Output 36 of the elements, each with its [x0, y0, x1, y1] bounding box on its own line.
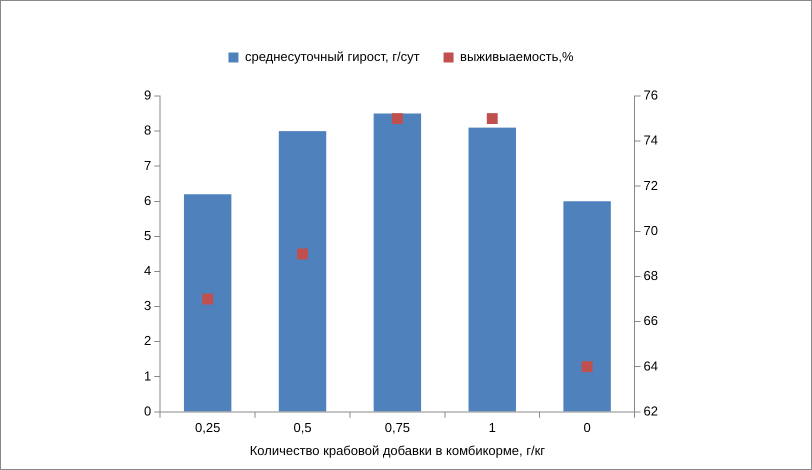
bar: [563, 201, 611, 412]
x-tick-label: 1: [488, 420, 496, 436]
bar: [184, 194, 232, 412]
y2-tick-label: 64: [644, 358, 658, 374]
y-tick-label: 7: [144, 158, 152, 173]
legend-label: выживыаемость,%: [460, 49, 574, 64]
y-tick-label: 6: [144, 192, 152, 208]
legend-label: среднесуточный гирост, г/сут: [244, 49, 420, 64]
y-tick-label: 2: [144, 333, 152, 348]
y-tick-label: 3: [144, 298, 152, 314]
y2-tick-label: 76: [644, 88, 658, 103]
bar: [278, 131, 326, 412]
point: [582, 361, 593, 372]
y-tick-label: 0: [144, 403, 152, 418]
point: [392, 113, 403, 124]
x-tick-label: 0,75: [384, 420, 410, 436]
bar: [374, 114, 422, 412]
x-tick-label: 0,5: [293, 420, 312, 436]
y2-tick-label: 74: [644, 132, 658, 148]
x-axis-title: Количество крабовой добавки в комбикорме, г/кг: [250, 442, 546, 458]
x-tick-label: 0,25: [195, 420, 220, 436]
y-tick-label: 8: [144, 122, 152, 138]
x-tick-label: 0: [583, 420, 591, 436]
y-tick-label: 9: [144, 88, 152, 103]
y2-tick-label: 66: [644, 313, 658, 328]
y2-tick-label: 70: [644, 222, 658, 238]
point: [486, 113, 498, 124]
y-tick-label: 4: [144, 263, 152, 278]
bar: [468, 128, 516, 412]
y2-tick-label: 72: [644, 178, 658, 193]
y-tick-label: 5: [144, 228, 152, 243]
point: [297, 248, 308, 260]
point: [202, 294, 214, 304]
y2-tick-label: 62: [644, 403, 658, 418]
y-tick-label: 1: [144, 368, 152, 384]
y2-tick-label: 68: [644, 268, 658, 284]
